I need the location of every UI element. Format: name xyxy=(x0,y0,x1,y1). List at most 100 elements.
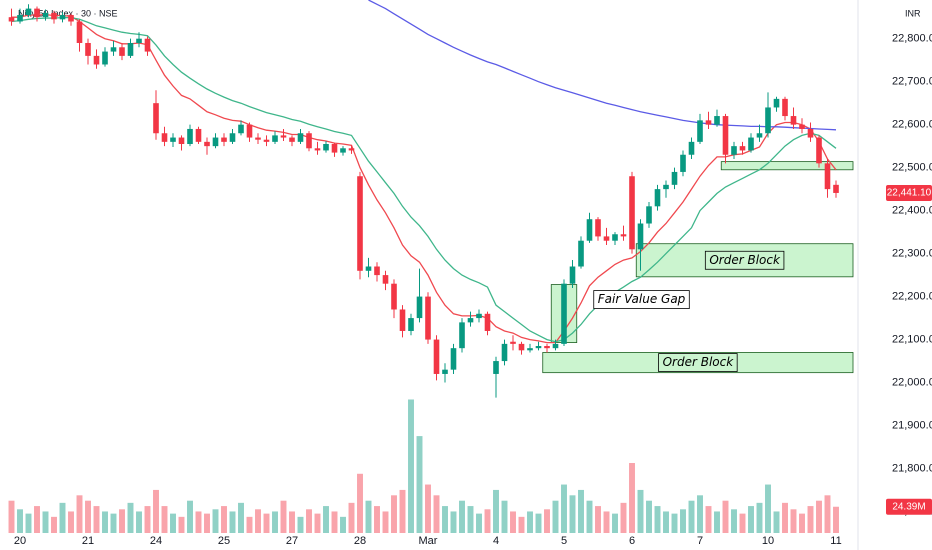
volume-bar xyxy=(646,500,652,533)
volume-bar xyxy=(816,500,822,533)
zone-label: Order Block xyxy=(663,355,735,369)
candle-body xyxy=(348,148,355,151)
volume-bar xyxy=(374,506,380,533)
moving-average xyxy=(368,0,837,131)
x-tick-label: 11 xyxy=(830,535,841,547)
candle-body xyxy=(799,124,805,129)
zone-label-box xyxy=(658,353,738,372)
candle-body xyxy=(51,12,57,20)
volume-bar xyxy=(76,495,83,533)
volume-bar xyxy=(612,513,618,533)
volume-bar xyxy=(782,502,788,533)
x-tick-label: 25 xyxy=(218,535,230,547)
candle-body xyxy=(59,15,66,20)
candle-body xyxy=(374,266,380,276)
volume-bar xyxy=(42,511,49,533)
candle-body xyxy=(238,124,244,134)
candle-body xyxy=(552,343,559,349)
zone xyxy=(542,352,854,374)
y-tick-label: 22,300.00 xyxy=(892,248,932,260)
volume-bar xyxy=(136,511,142,533)
candle-body xyxy=(399,309,406,331)
currency-label: INR xyxy=(905,8,921,18)
volume-bar xyxy=(680,509,686,533)
x-tick-label: 10 xyxy=(762,535,774,547)
candle-body xyxy=(518,343,525,351)
candle-body xyxy=(697,120,703,142)
volume-bar xyxy=(204,513,210,533)
volume-bar xyxy=(569,495,576,533)
volume-bar xyxy=(739,513,746,533)
candle-body xyxy=(68,15,74,22)
volume-bar xyxy=(246,516,253,533)
volume-bar xyxy=(765,484,771,533)
volume-bar xyxy=(408,399,414,533)
x-tick-label: 28 xyxy=(354,535,366,547)
volume-bar xyxy=(263,513,270,533)
candle-body xyxy=(323,143,329,151)
volume-bar xyxy=(552,500,559,533)
volume-bar xyxy=(127,502,134,533)
candle-body xyxy=(280,135,287,138)
volume-bar xyxy=(620,502,627,533)
volume-bar xyxy=(484,509,491,533)
volume-bar xyxy=(833,506,839,533)
volume-bar xyxy=(85,500,91,533)
volume-bar xyxy=(102,511,108,533)
y-tick-label: 22,800.00 xyxy=(892,33,932,45)
volume-bar xyxy=(238,502,244,533)
candle-body xyxy=(756,133,763,138)
volume-bar xyxy=(25,513,32,533)
x-tick-label: Mar xyxy=(419,535,438,547)
volume-bar xyxy=(68,511,74,533)
zone-label: Order Block xyxy=(709,253,781,267)
candle-body xyxy=(170,137,176,142)
volume-bar xyxy=(586,500,593,533)
candle-body xyxy=(102,51,108,65)
volume-bar xyxy=(187,500,193,533)
candle-body xyxy=(646,206,652,224)
candle-body xyxy=(340,148,346,153)
candle-body xyxy=(714,116,720,125)
candle-body xyxy=(731,146,737,155)
volume-bar xyxy=(697,495,703,533)
x-tick-label: 7 xyxy=(697,535,703,547)
candle-body xyxy=(773,98,780,108)
candle-body xyxy=(748,137,754,151)
zone-label-group: Fair Value Gap xyxy=(593,290,690,309)
candle-body xyxy=(255,137,261,140)
volume-bar xyxy=(178,516,185,533)
candle-body xyxy=(824,163,831,190)
candle-body xyxy=(357,176,363,271)
candle-body xyxy=(263,139,270,142)
volume-bar xyxy=(731,509,737,533)
volume-bar xyxy=(637,489,644,533)
volume-bar xyxy=(212,509,219,533)
candle-body xyxy=(663,184,669,190)
volume-bar xyxy=(255,509,261,533)
candle-body xyxy=(314,148,321,151)
candle-body xyxy=(425,296,431,340)
zone-label-box xyxy=(704,250,785,270)
candle-body xyxy=(527,348,533,351)
candle-body xyxy=(382,275,389,284)
y-tick-label: 22,400.00 xyxy=(892,205,932,217)
candle-body xyxy=(93,55,100,65)
candle-body xyxy=(510,341,516,344)
candle-body xyxy=(671,171,678,185)
candle-body xyxy=(535,346,542,349)
volume-bar xyxy=(323,506,329,533)
x-tick-label: 5 xyxy=(561,535,567,547)
candle-body xyxy=(833,184,839,193)
volume-bar xyxy=(535,513,542,533)
candle-body xyxy=(178,137,185,144)
candle-body xyxy=(612,234,618,241)
candle-body xyxy=(127,42,134,56)
volume-bar xyxy=(314,513,321,533)
candle-body xyxy=(25,8,32,16)
candle-body xyxy=(161,133,168,142)
volume-bar xyxy=(654,506,661,533)
volume-bar xyxy=(671,513,678,533)
volume-bar xyxy=(807,506,814,533)
candle-body xyxy=(297,133,304,142)
